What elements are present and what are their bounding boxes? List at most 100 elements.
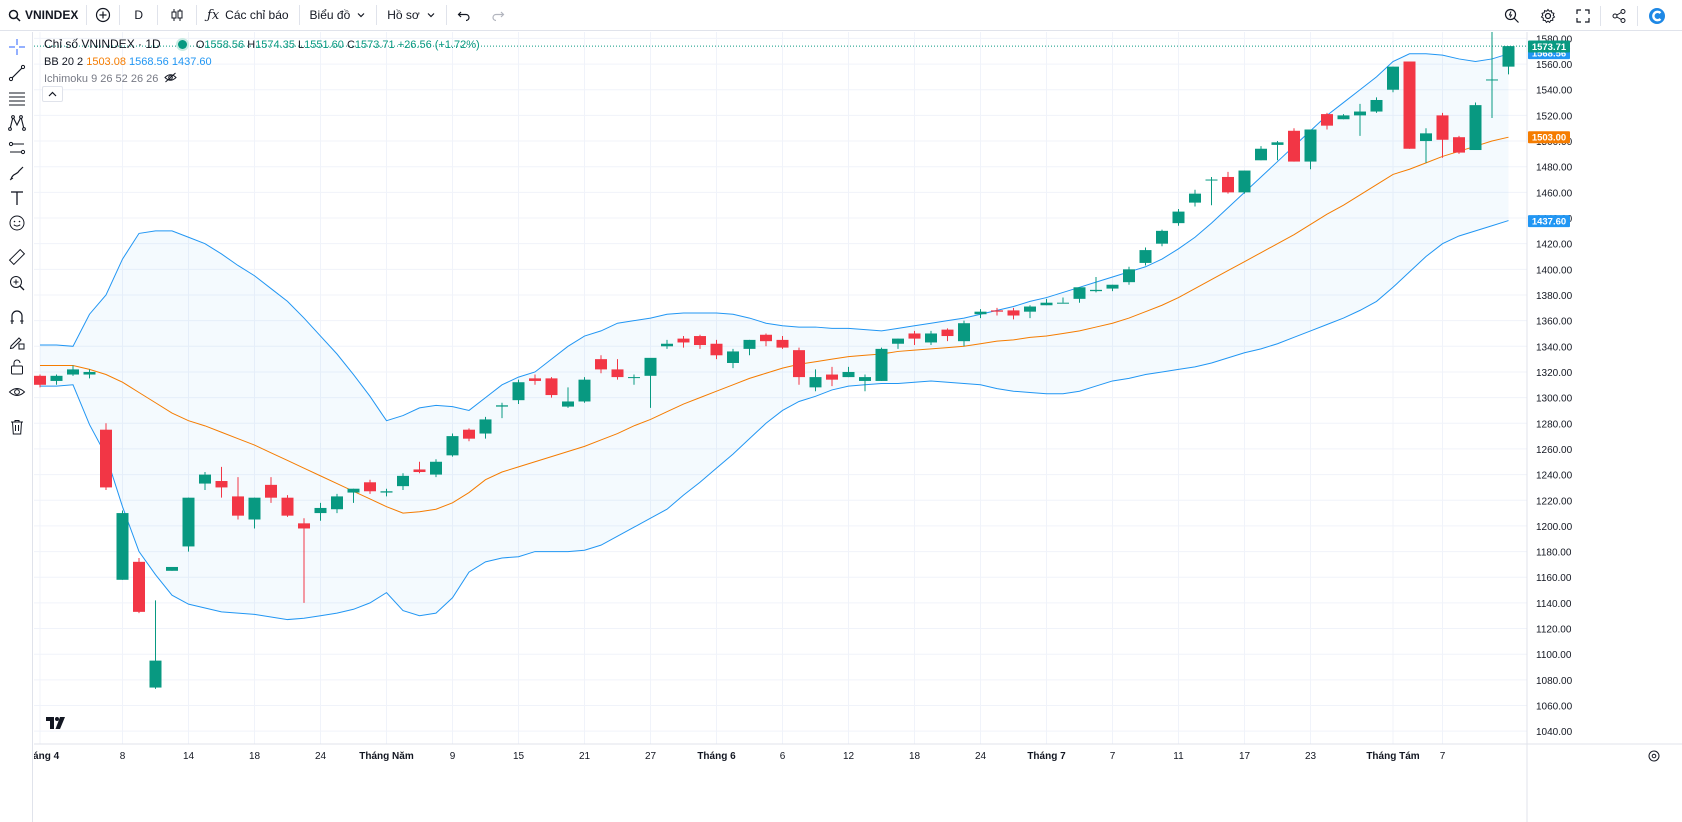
interval-label: D	[134, 8, 143, 22]
zoom-tool[interactable]	[6, 272, 27, 293]
profile-menu-button[interactable]: Hồ sơ	[377, 0, 446, 31]
x-tick-label: 9	[450, 751, 456, 762]
series-title: Chỉ số VNINDEX · 1D	[44, 37, 161, 51]
candles-icon	[170, 8, 184, 22]
candle-body	[1008, 310, 1020, 315]
chart-type-button[interactable]	[158, 0, 196, 31]
lock-drawing-tool[interactable]	[6, 331, 27, 352]
price-chart[interactable]: 1040.00 1060.00 1080.00 1100.00 1120.00 1140.…	[34, 32, 1682, 822]
candle	[1222, 172, 1234, 194]
candle-body	[298, 523, 310, 528]
quick-search-button[interactable]	[1494, 0, 1530, 31]
undo-button[interactable]	[447, 0, 481, 31]
trend-line-tool[interactable]	[6, 62, 27, 83]
candle-body	[1024, 307, 1036, 312]
candle	[166, 567, 178, 571]
y-tick-label: 1120.00	[1536, 625, 1572, 636]
ichimoku-legend[interactable]: Ichimoku 9 26 52 26 26	[44, 71, 480, 88]
high-label: H	[247, 39, 255, 51]
market-status-dot	[178, 40, 187, 49]
interval-button[interactable]: D	[120, 0, 157, 31]
brush-tool[interactable]	[6, 162, 27, 183]
candle	[1239, 171, 1251, 194]
candle-body	[1321, 114, 1333, 126]
crosshair-icon	[8, 38, 26, 56]
ruler-icon	[8, 248, 26, 266]
x-tick-label: Tháng 7	[1027, 751, 1066, 762]
candle-body	[315, 508, 327, 513]
emoji-tool[interactable]	[6, 212, 27, 233]
chart-legend: Chỉ số VNINDEX · 1D O1558.56 H1574.35 L1…	[44, 36, 480, 88]
symbol-search[interactable]: VNINDEX	[0, 0, 86, 31]
x-tick-label: 21	[579, 751, 591, 762]
candle-body	[744, 340, 756, 349]
text-tool[interactable]	[6, 187, 27, 208]
candle-body	[1222, 177, 1234, 192]
compare-button[interactable]	[87, 0, 119, 31]
candle-body	[34, 376, 46, 385]
remove-drawings-tool[interactable]	[6, 416, 27, 437]
candle-body	[661, 344, 673, 347]
tradingview-logo[interactable]	[46, 716, 66, 735]
candle-body	[232, 496, 244, 515]
pattern-tool[interactable]	[6, 112, 27, 133]
candle	[1173, 209, 1185, 226]
settings-button[interactable]	[1530, 0, 1566, 31]
candle-body	[925, 333, 937, 342]
axis-settings-icon	[1649, 751, 1659, 761]
candle	[1123, 267, 1135, 285]
ruler-tool[interactable]	[6, 246, 27, 267]
hide-drawings-tool[interactable]	[6, 381, 27, 402]
profile-menu-label: Hồ sơ	[387, 8, 420, 22]
candle	[876, 348, 888, 381]
candle-body	[1387, 67, 1399, 90]
candle-body	[1453, 137, 1465, 152]
x-tick-label: Tháng 4	[34, 751, 60, 762]
zoom-in-icon	[8, 274, 26, 292]
bb-legend[interactable]: BB 20 2 1503.08 1568.56 1437.60	[44, 54, 480, 71]
brush-icon	[8, 164, 26, 182]
share-button[interactable]	[1601, 0, 1637, 31]
candle-body	[1255, 149, 1267, 161]
candle-body	[562, 401, 574, 406]
indicators-button[interactable]: ƒx Các chỉ báo	[197, 0, 299, 31]
forecast-tool[interactable]	[6, 137, 27, 158]
fib-icon	[8, 89, 26, 107]
ichimoku-label: Ichimoku 9 26 52 26 26	[44, 73, 158, 85]
bb-lower-badge-text: 1437.60	[1532, 217, 1566, 228]
y-tick-label: 1100.00	[1536, 650, 1572, 661]
chart-menu-button[interactable]: Biểu đồ	[300, 0, 377, 31]
bb-mid-badge: 1503.00	[1528, 131, 1570, 144]
brand-logo[interactable]	[1638, 0, 1676, 31]
y-tick-label: 1240.00	[1536, 471, 1573, 482]
candle-body	[1404, 62, 1416, 149]
legend-collapse-button[interactable]	[42, 86, 63, 102]
bb-label: BB 20 2	[44, 56, 83, 68]
x-tick-label: 17	[1239, 751, 1251, 762]
candle-body	[430, 462, 442, 475]
candle-body	[942, 330, 954, 336]
candle-body	[991, 310, 1003, 311]
candle-body	[760, 335, 772, 341]
candle	[1404, 62, 1416, 149]
candle-body	[711, 344, 723, 356]
magnet-tool[interactable]	[6, 306, 27, 327]
candle	[282, 495, 294, 517]
candle-body	[447, 436, 459, 455]
redo-button[interactable]	[481, 0, 515, 31]
candle-body	[480, 419, 492, 433]
y-tick-label: 1260.00	[1536, 445, 1573, 456]
candle-body	[496, 405, 508, 406]
fullscreen-button[interactable]	[1566, 0, 1600, 31]
hidden-eye-icon[interactable]	[164, 72, 177, 83]
candle-body	[694, 336, 706, 345]
candle	[1288, 128, 1300, 161]
fib-tool[interactable]	[6, 87, 27, 108]
candle-body	[1354, 112, 1366, 116]
crosshair-tool[interactable]	[6, 36, 27, 57]
candle-body	[1437, 115, 1449, 139]
candle	[447, 434, 459, 457]
candle-body	[1239, 171, 1251, 193]
candle-body	[1156, 231, 1168, 244]
lock-all-tool[interactable]	[6, 356, 27, 377]
